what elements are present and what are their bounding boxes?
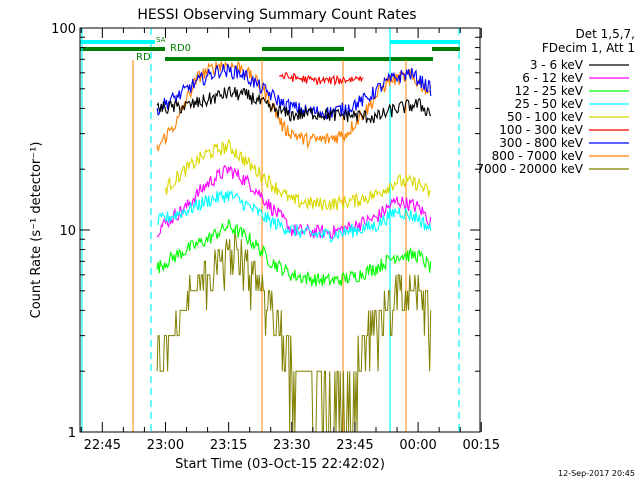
state-bar-cyan-right [390,40,460,44]
series-line-4 [156,189,432,243]
legend-label: 100 - 300 keV [499,123,583,137]
footer-timestamp: 12-Sep-2017 20:45 [558,469,635,478]
legend-label: 12 - 25 keV [515,84,584,98]
x-tick-label: 23:15 [210,438,247,453]
series-line-8 [156,60,432,152]
series-line-3 [156,219,432,287]
x-tick-label: 00:00 [399,438,436,453]
y-tick-label: 10 [59,224,76,239]
legend-label: 3 - 6 keV [530,58,584,72]
series-line-5 [164,138,432,211]
legend-header-2: FDecim 1, Att 1 [542,41,635,55]
x-axis: 22:45 23:00 23:15 23:30 23:45 00:00 00:15 [80,28,500,453]
y-tick-label: 1 [68,426,76,441]
annotation-labels: RD0 RD SA [136,36,191,63]
state-bar-green-2 [262,47,344,51]
annotation-rd0: RD0 [170,43,191,54]
legend-label: 300 - 800 keV [499,136,583,150]
annotation-sa: SA [156,36,166,44]
series-line-2 [156,164,432,240]
chart-title: HESSI Observing Summary Count Rates [137,7,416,23]
x-tick-label: 00:15 [463,438,500,453]
x-axis-label: Start Time (03-Oct-15 22:42:02) [175,457,385,472]
series-line-7 [156,63,432,120]
x-tick-label: 22:45 [84,438,121,453]
state-bar-green-4 [165,57,433,61]
legend-label: 50 - 100 keV [507,110,584,124]
x-tick-label: 23:30 [273,438,310,453]
plot-frame [79,27,481,433]
annotation-rd: RD [136,52,151,63]
y-axis-label: Count Rate (s⁻¹ detector⁻¹) [29,142,44,319]
state-bar-green-3 [432,47,460,51]
series-line-1 [156,86,432,124]
legend-label: 800 - 7000 keV [492,149,584,163]
legend-label: 7000 - 20000 keV [476,162,583,176]
y-axis: 1 10 100 [51,22,480,441]
legend-label: 6 - 12 keV [522,71,584,85]
x-tick-label: 23:00 [147,438,184,453]
legend-header-1: Det 1,5,7, [576,27,636,41]
series-layer [156,60,432,433]
state-bars [80,40,460,61]
state-bar-cyan-left [80,40,155,44]
x-tick-label: 23:45 [336,438,373,453]
series-line-6 [278,71,364,87]
state-bar-green-1 [80,47,165,51]
state-markers [81,28,460,432]
legend-label: 25 - 50 keV [515,97,584,111]
y-tick-label: 100 [51,22,76,37]
series-line-9 [156,229,432,433]
